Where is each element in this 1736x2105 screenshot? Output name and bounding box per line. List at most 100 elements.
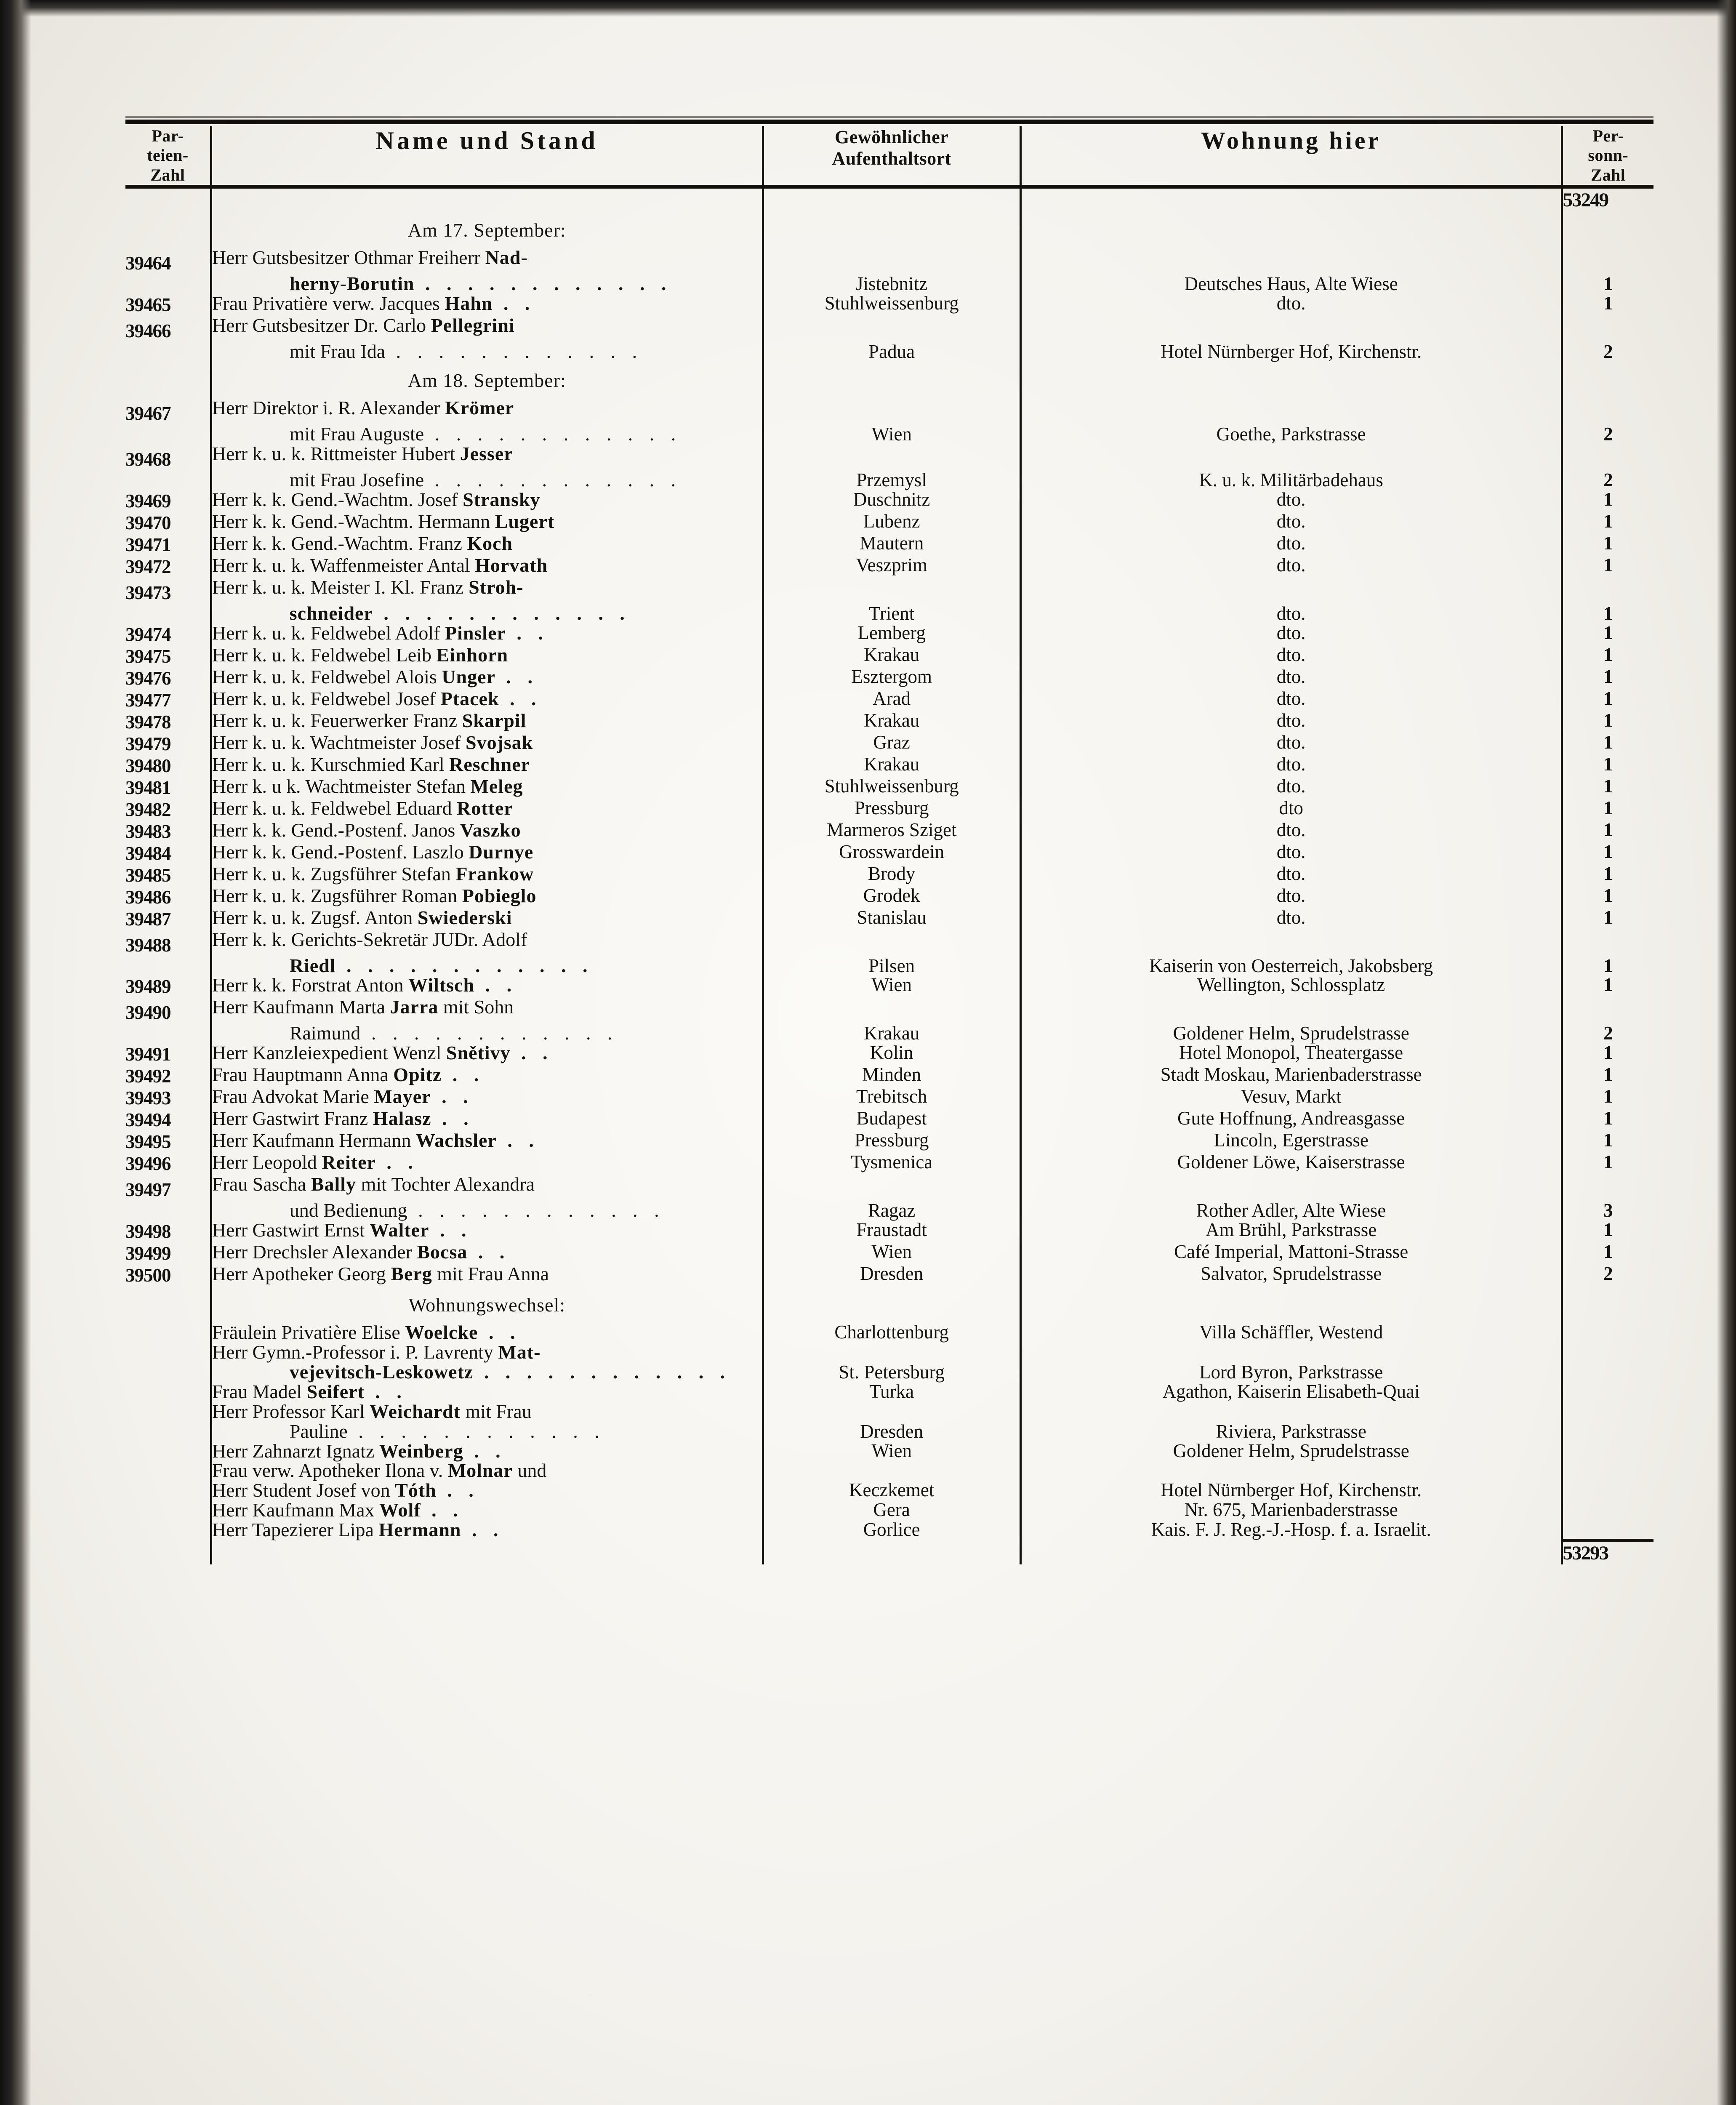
- aufenthaltsort: Budapest: [761, 1108, 1021, 1131]
- wohnung-hier: dto.: [1019, 512, 1562, 534]
- wohnung-hier: Hotel Nürnberger Hof, Kirchenstr.: [1019, 315, 1562, 362]
- table-row-continuation: vejevitsch-Leskowetz . . . . . . . . . .…: [125, 1362, 1653, 1382]
- surname: Mayer: [374, 1086, 431, 1108]
- table-row: 39478 Herr k. u. k. Feuerwerker Franz Ska…: [125, 711, 1653, 733]
- name-prefix: Herr k. u. k. Feuerwerker Franz: [212, 709, 462, 731]
- parteien-zahl: [125, 1402, 211, 1422]
- personn-zahl: 1: [1560, 623, 1653, 645]
- personn-zahl: 1: [1560, 798, 1653, 821]
- wohnung-hier: Kais. F. J. Reg.-J.-Hosp. f. a. Israelit…: [1019, 1520, 1562, 1540]
- table-row-continuation: mit Frau Ida . . . . . . . . . . . .: [125, 341, 1653, 362]
- name-und-stand: Herr k. u. k. Feldwebel Josef Ptacek . .: [210, 687, 763, 711]
- aufenthaltsort: Wien: [761, 975, 1021, 998]
- name-und-stand: Herr k. u. k. Kurschmied Karl Reschner: [210, 753, 763, 777]
- name-und-stand-continuation: mit Frau Josefine . . . . . . . . . . . …: [210, 470, 763, 490]
- table-row: 39488 Herr k. k. Gerichts-Sekretär JUDr. …: [125, 930, 1653, 976]
- parteien-zahl: 39471: [125, 534, 171, 555]
- surname-continuation: vejevitsch-Leskowetz: [289, 1361, 474, 1383]
- dot-leader: . . . . . . . . . . . .: [335, 954, 594, 976]
- personn-zahl: 1: [1560, 689, 1653, 711]
- name-prefix: Herr k. u. k. Wachtmeister Josef: [212, 731, 466, 753]
- personn-zahl: 2: [1560, 1264, 1653, 1287]
- name-prefix: Herr Apotheker Georg: [212, 1263, 391, 1285]
- name-und-stand: Herr k. k. Gend.-Postenf. Janos Vaszko: [210, 820, 763, 842]
- surname: Weichardt: [370, 1400, 461, 1422]
- name-und-stand: Herr Gutsbesitzer Othmar Freiherr Nad-: [210, 248, 763, 274]
- personn-zahl: [1560, 1500, 1653, 1521]
- table-row: 39474 Herr k. u. k. Feldwebel Adolf Pinsl…: [125, 622, 1653, 645]
- name-continuation: Pauline: [289, 1420, 348, 1442]
- name-prefix: Herr k. u. k. Kurschmied Karl: [212, 753, 450, 775]
- parteien-zahl: 39483: [125, 821, 171, 842]
- personn-zahl: [1560, 1402, 1653, 1442]
- personn-zahl: 1: [1560, 864, 1653, 886]
- wohnung-hier: Deutsches Haus, Alte Wiese: [1019, 248, 1562, 294]
- name-prefix: Herr k. k. Gend.-Wachtm. Josef: [212, 488, 463, 510]
- surname: Molnar: [447, 1460, 513, 1481]
- table-row: 39485 Herr k. u. k. Zugsführer Stefan Fra…: [125, 864, 1653, 886]
- parteien-zahl: 39470: [125, 512, 171, 533]
- table-row-continuation: Raimund . . . . . . . . . . . .: [125, 1023, 1653, 1044]
- surname: Mat-: [498, 1341, 541, 1363]
- table-row-continuation: Riedl . . . . . . . . . . . .: [125, 956, 1653, 976]
- parteien-zahl: 39500: [125, 1265, 171, 1286]
- section-heading-row: Wohnungswechsel:: [125, 1286, 1653, 1323]
- surname-continuation: Riedl: [289, 954, 336, 976]
- personn-zahl: [1560, 1382, 1653, 1402]
- table-row: 39484 Herr k. k. Gend.-Postenf. Laszlo Du…: [125, 842, 1653, 864]
- name-und-stand-continuation: schneider . . . . . . . . . . . .: [210, 603, 763, 624]
- table-row: 39489 Herr k. k. Forstrat Anton Wiltsch .…: [125, 975, 1653, 998]
- parteien-zahl-blank: [125, 424, 211, 444]
- aufenthaltsort: Padua: [761, 315, 1021, 362]
- name-prefix: Herr Kanzleiexpedient Wenzl: [212, 1042, 446, 1064]
- surname: Rotter: [457, 797, 513, 819]
- aufenthaltsort: Brody: [761, 864, 1021, 886]
- section-title: Wohnungswechsel:: [210, 1286, 763, 1323]
- personn-zahl: 1: [1560, 842, 1653, 864]
- surname: Jarra: [390, 996, 439, 1018]
- parteien-zahl: 39484: [125, 842, 171, 864]
- name-und-stand: Herr k. u. k. Feldwebel Alois Unger . .: [210, 667, 763, 689]
- name-suffix: mit Frau Anna: [432, 1263, 549, 1285]
- dot-leader: . .: [436, 1479, 479, 1501]
- surname: Krömer: [445, 397, 514, 418]
- parteien-zahl: [125, 1520, 211, 1540]
- table-row: 39477 Herr k. u. k. Feldwebel Josef Ptace…: [125, 689, 1653, 711]
- name-und-stand: Frau Sascha Bally mit Tochter Alexandra: [210, 1173, 763, 1201]
- section-heading-row: Am 17. September:: [125, 211, 1653, 248]
- name-prefix: Herr k. u. k. Waffenmeister Antal: [212, 554, 475, 576]
- aufenthaltsort: Veszprim: [761, 555, 1021, 578]
- surname: Pobieglo: [462, 885, 537, 906]
- continuation-indent: [251, 1361, 290, 1383]
- aufenthaltsort: Lubenz: [761, 512, 1021, 534]
- personn-zahl: 1: [1560, 776, 1653, 799]
- surname: Pinsler: [445, 622, 506, 644]
- dot-leader: . .: [493, 292, 536, 314]
- dot-leader: . .: [496, 1130, 540, 1151]
- name-suffix: mit Tochter Alexandra: [356, 1173, 535, 1195]
- table-row: 39470 Herr k. k. Gend.-Wachtm. Hermann Lu…: [125, 512, 1653, 534]
- wohnung-hier: dto.: [1019, 754, 1562, 777]
- name-und-stand: Fräulein Privatière Elise Woelcke . .: [210, 1322, 763, 1343]
- wohnung-hier: dto.: [1019, 908, 1562, 930]
- aufenthaltsort: Wien: [761, 1441, 1021, 1461]
- carry-nr-blank: [125, 187, 211, 212]
- name-prefix: Herr Zahnarzt Ignatz: [212, 1440, 379, 1462]
- surname: Ptacek: [440, 687, 499, 709]
- aufenthaltsort: Gera: [761, 1500, 1021, 1521]
- surname: Durnye: [469, 841, 534, 863]
- name-prefix: Frau verw. Apotheker Ilona v.: [212, 1460, 448, 1481]
- surname: Wolf: [379, 1499, 421, 1521]
- name-und-stand: Herr Kanzleiexpedient Wenzl Snětivy . .: [210, 1042, 763, 1066]
- personn-zahl: 2: [1560, 444, 1653, 490]
- wohnung-hier: dto.: [1019, 842, 1562, 864]
- section-nr-blank: [125, 211, 211, 248]
- parteien-zahl: [125, 1481, 211, 1500]
- parteien-zahl: 39486: [125, 886, 171, 908]
- name-und-stand: Herr k. k. Forstrat Anton Wiltsch . .: [210, 975, 763, 998]
- name-prefix: Frau Privatière verw. Jacques: [212, 292, 445, 314]
- table-row: 39499 Herr Drechsler Alexander Bocsa . .W…: [125, 1242, 1653, 1265]
- table-row: 39473 Herr k. u. k. Meister I. Kl. Franz …: [125, 577, 1653, 624]
- table-row-continuation: Pauline . . . . . . . . . . . .: [125, 1420, 1653, 1442]
- name-prefix: Herr k. u. k. Zugsführer Stefan: [212, 863, 456, 885]
